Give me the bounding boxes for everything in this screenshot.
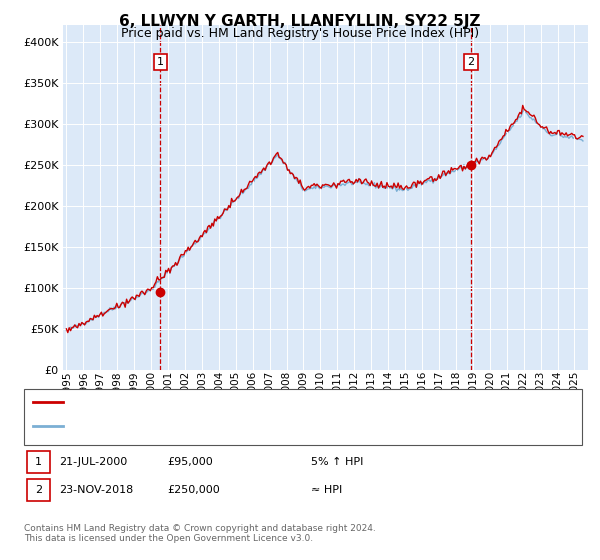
Text: 2: 2 — [35, 485, 42, 495]
Text: 1: 1 — [157, 57, 164, 67]
Text: Price paid vs. HM Land Registry's House Price Index (HPI): Price paid vs. HM Land Registry's House … — [121, 27, 479, 40]
Text: £95,000: £95,000 — [167, 457, 212, 467]
Text: 23-NOV-2018: 23-NOV-2018 — [59, 485, 133, 495]
Text: HPI: Average price, detached house, Powys: HPI: Average price, detached house, Powy… — [69, 421, 310, 431]
Text: 21-JUL-2000: 21-JUL-2000 — [59, 457, 127, 467]
Text: ≈ HPI: ≈ HPI — [311, 485, 342, 495]
Text: £250,000: £250,000 — [167, 485, 220, 495]
Text: 6, LLWYN Y GARTH, LLANFYLLIN, SY22 5JZ: 6, LLWYN Y GARTH, LLANFYLLIN, SY22 5JZ — [119, 14, 481, 29]
Text: 1: 1 — [35, 457, 42, 467]
Text: 6, LLWYN Y GARTH, LLANFYLLIN, SY22 5JZ (detached house): 6, LLWYN Y GARTH, LLANFYLLIN, SY22 5JZ (… — [69, 397, 404, 407]
Text: 5% ↑ HPI: 5% ↑ HPI — [311, 457, 363, 467]
Text: 2: 2 — [467, 57, 475, 67]
Text: Contains HM Land Registry data © Crown copyright and database right 2024.
This d: Contains HM Land Registry data © Crown c… — [24, 524, 376, 543]
